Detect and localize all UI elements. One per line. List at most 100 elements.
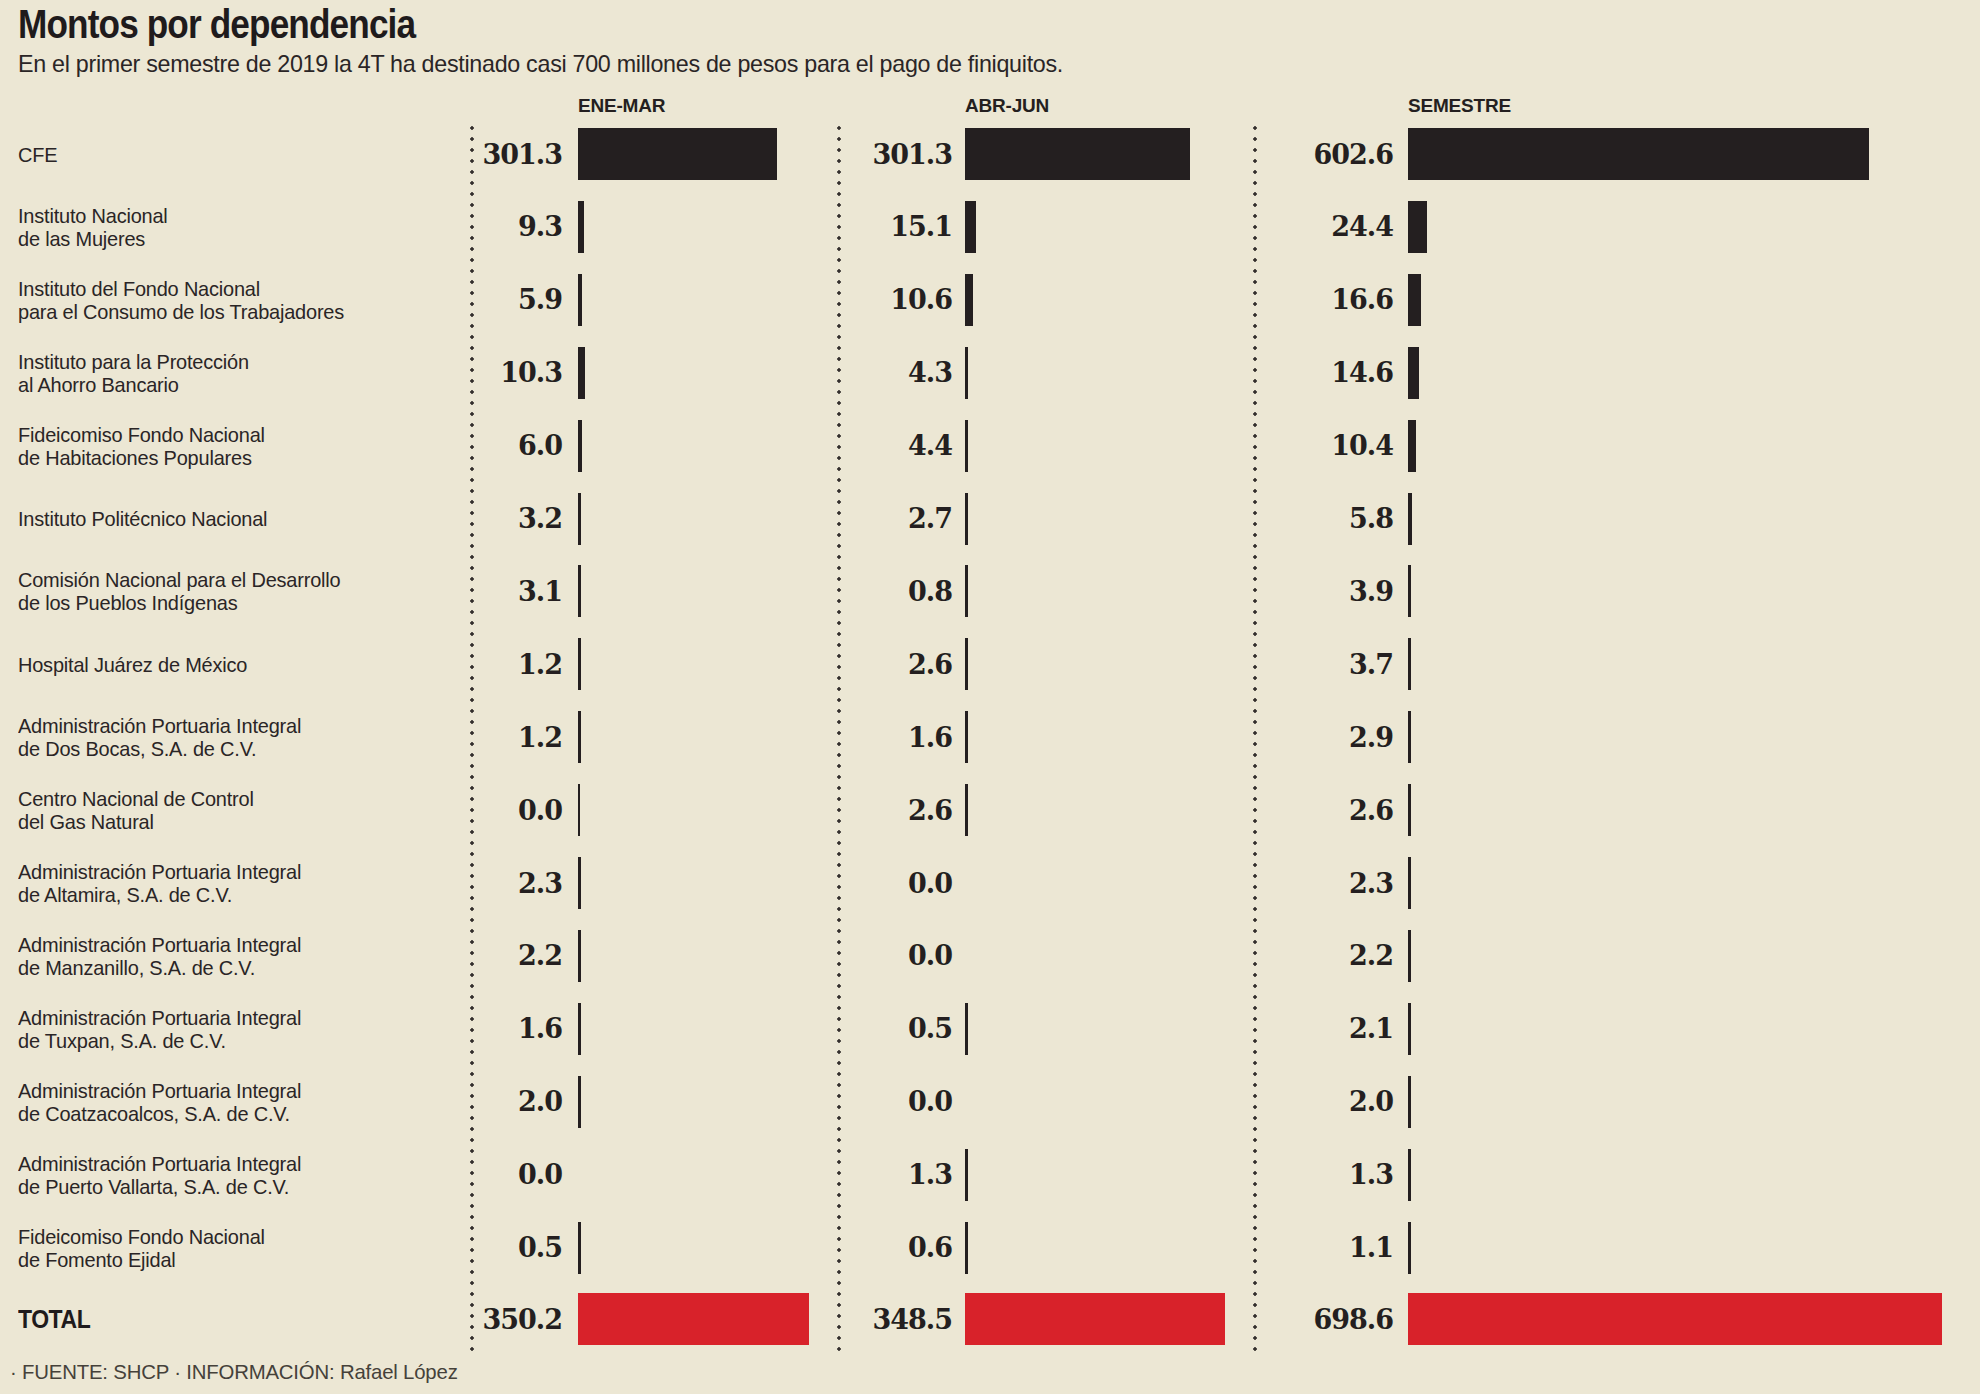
value-abr: 4.4 [812,420,952,472]
total-value-sem: 698.6 [1253,1293,1393,1345]
bar-sem [1408,493,1412,545]
value-sem: 10.4 [1253,420,1393,472]
column-header-ene: ENE-MAR [578,95,665,117]
bar-sem [1408,711,1411,763]
bar-sem [1408,784,1411,836]
value-abr: 0.5 [812,1003,952,1055]
value-abr: 1.3 [812,1149,952,1201]
value-sem: 5.8 [1253,493,1393,545]
bar-sem [1408,638,1411,690]
value-ene: 6.0 [422,420,562,472]
row-label-line: de Habitaciones Populares [18,446,370,469]
value-ene: 2.3 [422,857,562,909]
row-label-line: Administración Portuaria Integral [18,933,370,956]
total-value-ene: 350.2 [422,1293,562,1345]
row-label-line: para el Consumo de los Trabajadores [18,300,370,323]
bar-abr [965,1222,968,1274]
value-abr: 10.6 [812,274,952,326]
row-label-line: Administración Portuaria Integral [18,1079,370,1102]
bar-abr [965,274,973,326]
bar-ene [578,1003,581,1055]
row-label-line: de los Pueblos Indígenas [18,591,370,614]
bar-abr [965,565,968,617]
row-label: Instituto para la Protecciónal Ahorro Ba… [18,347,370,399]
bar-ene [578,930,581,982]
bar-abr [965,420,968,472]
value-abr: 4.3 [812,347,952,399]
row-label-line: del Gas Natural [18,810,370,833]
row-label-line: de las Mujeres [18,227,370,250]
row-label: Instituto del Fondo Nacionalpara el Cons… [18,274,370,326]
value-ene: 5.9 [422,274,562,326]
value-ene: 0.0 [422,1149,562,1201]
bar-abr [965,493,968,545]
row-label-line: de Tuxpan, S.A. de C.V. [18,1029,370,1052]
bar-sem [1408,1003,1411,1055]
row-label-line: Fideicomiso Fondo Nacional [18,1225,370,1248]
bar-sem [1408,930,1411,982]
row-label-line: de Puerto Vallarta, S.A. de C.V. [18,1175,370,1198]
value-sem: 2.1 [1253,1003,1393,1055]
bar-ene [578,1222,581,1274]
value-sem: 14.6 [1253,347,1393,399]
bar-ene [578,347,585,399]
row-label-line: Administración Portuaria Integral [18,714,370,737]
value-abr: 15.1 [812,201,952,253]
value-abr: 0.8 [812,565,952,617]
value-abr: 301.3 [812,128,952,180]
row-label: Centro Nacional de Controldel Gas Natura… [18,784,370,836]
value-sem: 1.3 [1253,1149,1393,1201]
value-ene: 1.2 [422,638,562,690]
value-ene: 1.2 [422,711,562,763]
value-ene: 9.3 [422,201,562,253]
row-label: CFE [18,128,370,180]
row-label: Fideicomiso Fondo Nacionalde Fomento Eji… [18,1222,370,1274]
value-abr: 0.6 [812,1222,952,1274]
value-ene: 301.3 [422,128,562,180]
bar-abr [965,347,968,399]
value-ene: 3.1 [422,565,562,617]
value-sem: 16.6 [1253,274,1393,326]
row-label-line: de Altamira, S.A. de C.V. [18,883,370,906]
chart-title: Montos por dependencia [18,2,415,47]
row-label-line: CFE [18,143,370,166]
row-label: Administración Portuaria Integralde Puer… [18,1149,370,1201]
value-sem: 602.6 [1253,128,1393,180]
bar-ene [578,420,582,472]
value-sem: 2.9 [1253,711,1393,763]
row-label-line: de Fomento Ejidal [18,1248,370,1271]
value-sem: 2.0 [1253,1076,1393,1128]
bar-sem [1408,1222,1411,1274]
bar-ene [578,201,584,253]
row-label-line: Comisión Nacional para el Desarrollo [18,568,370,591]
total-label: TOTAL [18,1293,90,1345]
row-label: Instituto Nacionalde las Mujeres [18,201,370,253]
value-ene: 0.5 [422,1222,562,1274]
row-label-line: Instituto Nacional [18,204,370,227]
total-bar-abr [965,1293,1225,1345]
row-label-line: Administración Portuaria Integral [18,1152,370,1175]
value-abr: 2.6 [812,638,952,690]
bar-sem [1408,420,1416,472]
bar-ene [578,857,581,909]
bar-abr [965,1149,968,1201]
bar-ene [578,1076,581,1128]
row-label-line: al Ahorro Bancario [18,373,370,396]
value-abr: 0.0 [812,857,952,909]
bar-abr [965,711,968,763]
value-abr: 2.6 [812,784,952,836]
bar-abr [965,128,1190,180]
value-sem: 3.9 [1253,565,1393,617]
bar-sem [1408,1076,1411,1128]
value-abr: 2.7 [812,493,952,545]
value-ene: 1.6 [422,1003,562,1055]
value-sem: 24.4 [1253,201,1393,253]
value-ene: 2.2 [422,930,562,982]
row-label-line: de Coatzacoalcos, S.A. de C.V. [18,1102,370,1125]
row-label: Instituto Politécnico Nacional [18,493,370,545]
value-sem: 1.1 [1253,1222,1393,1274]
bar-ene [578,565,581,617]
row-label: Hospital Juárez de México [18,638,370,690]
bar-ene [578,274,582,326]
bar-abr [965,638,968,690]
